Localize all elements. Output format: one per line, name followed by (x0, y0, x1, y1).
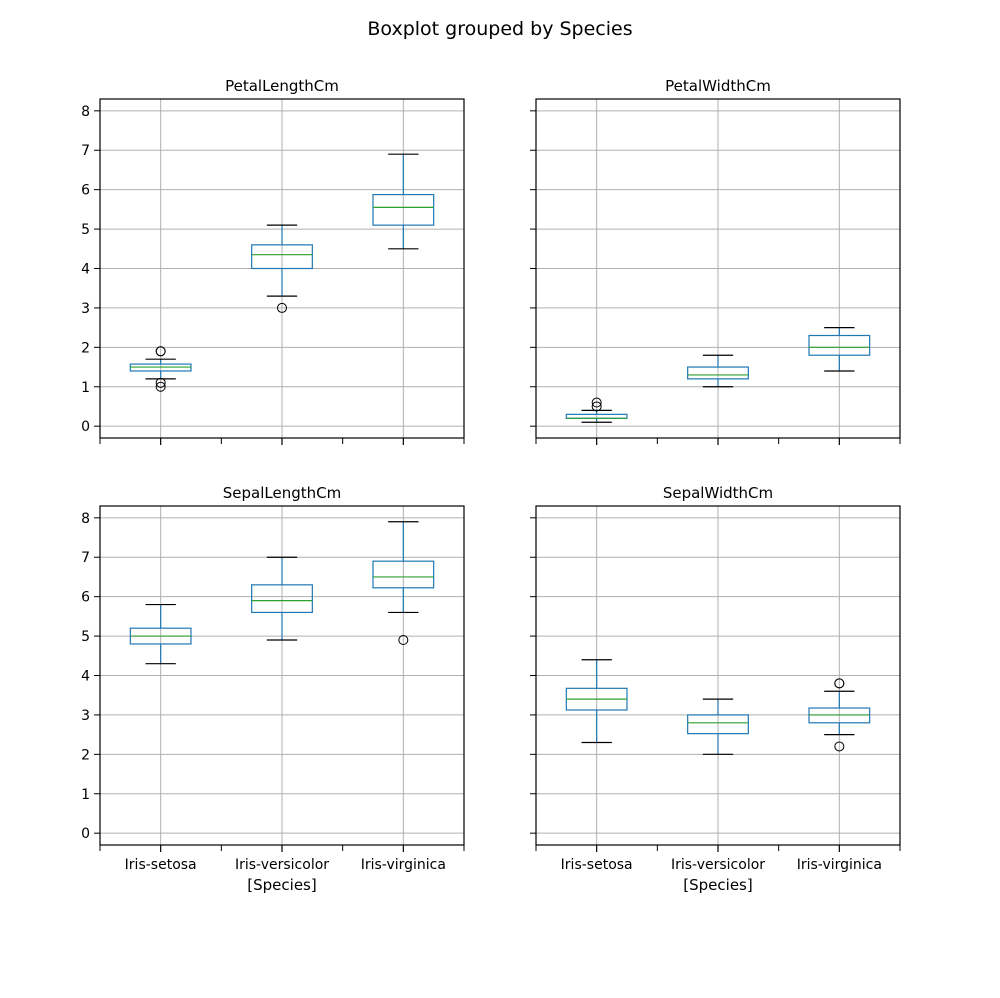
axes-frame (99, 98, 465, 439)
y-tick-label: 0 (81, 419, 90, 435)
x-axis-label: [Species] (683, 876, 752, 894)
y-tick-label: 0 (81, 826, 90, 842)
flier-point (155, 346, 166, 357)
y-tick-label: 1 (81, 380, 90, 396)
flier-point (155, 377, 166, 388)
box-iris-versicolor (687, 354, 749, 388)
box-iqr (372, 193, 435, 226)
x-tick-label: Iris-versicolor (671, 857, 765, 873)
flier-point (834, 678, 845, 689)
box-iris-virginica (808, 678, 871, 752)
subplot-title: SepalWidthCm (663, 484, 773, 502)
y-tick-label: 3 (81, 301, 90, 317)
subplot-title: PetalWidthCm (665, 77, 771, 95)
flier-point (155, 381, 166, 392)
subplot-1: PetalLengthCm 0 1 2 3 4 5 6 7 8 (81, 77, 465, 445)
flier-point (834, 741, 845, 752)
y-tick-label: 5 (81, 222, 90, 238)
axes-frame (99, 505, 465, 846)
box-iqr (372, 560, 435, 589)
box-iqr (251, 584, 313, 614)
x-tick-label: Iris-virginica (361, 857, 446, 873)
subplot-3: SepalLengthCm 0 1 2 3 4 5 6 7 8 Iris-setosa Iris-ve… (81, 484, 465, 894)
box-iris-virginica (372, 153, 435, 250)
box-iris-versicolor (251, 556, 313, 641)
x-axis-label: [Species] (247, 876, 316, 894)
box-iris-versicolor (687, 698, 749, 755)
flier-point (591, 401, 602, 412)
box-iris-versicolor (251, 224, 313, 313)
axes-frame (535, 98, 901, 439)
box-iqr (687, 714, 749, 735)
x-tick-label: Iris-virginica (797, 857, 882, 873)
y-tick-label: 3 (81, 708, 90, 724)
y-tick-label: 2 (81, 747, 90, 763)
flier-point (591, 397, 602, 408)
subplot-4: SepalWidthCm Iris-setosa Iris-versicolor Ir… (530, 484, 901, 894)
axes-frame (535, 505, 901, 846)
box-iqr (808, 334, 871, 356)
y-tick-label: 4 (81, 669, 90, 685)
y-tick-label: 6 (81, 590, 90, 606)
y-tick-label: 8 (81, 511, 90, 527)
box-iris-setosa (129, 346, 192, 392)
box-iqr (251, 244, 313, 270)
x-tick-label: Iris-setosa (561, 857, 633, 873)
box-iris-setosa (129, 603, 192, 665)
y-tick-label: 4 (81, 262, 90, 278)
y-tick-label: 5 (81, 629, 90, 645)
y-tick-label: 8 (81, 104, 90, 120)
y-tick-label: 7 (81, 143, 90, 159)
y-tick-label: 6 (81, 183, 90, 199)
subplot-title: PetalLengthCm (225, 77, 339, 95)
box-iris-virginica (372, 521, 435, 646)
y-tick-label: 1 (81, 787, 90, 803)
box-iris-setosa (565, 659, 628, 744)
y-tick-label: 2 (81, 340, 90, 356)
flier-point (277, 302, 287, 313)
x-tick-label: Iris-setosa (125, 857, 197, 873)
figure-title: Boxplot grouped by Species (367, 18, 632, 40)
box-iris-virginica (808, 327, 871, 372)
flier-point (398, 635, 409, 646)
subplot-title: SepalLengthCm (223, 484, 341, 502)
subplot-2: PetalWidthCm (530, 77, 901, 445)
box-iris-setosa (565, 397, 628, 423)
y-tick-label: 7 (81, 550, 90, 566)
x-tick-label: Iris-versicolor (235, 857, 329, 873)
box-iqr (687, 366, 749, 380)
